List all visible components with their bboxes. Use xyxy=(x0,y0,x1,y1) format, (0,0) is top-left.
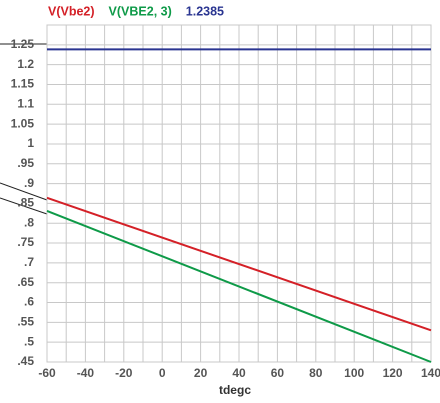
x-tick-label: -20 xyxy=(115,366,133,380)
probe-lead xyxy=(0,197,48,215)
y-tick-label: .75 xyxy=(17,235,34,249)
x-tick-label: 60 xyxy=(271,366,285,380)
x-tick-label: 40 xyxy=(232,366,246,380)
y-tick-label: .9 xyxy=(24,176,34,190)
x-tick-label: 0 xyxy=(159,366,166,380)
probe-lead xyxy=(0,182,48,201)
y-tick-label: .45 xyxy=(17,354,34,368)
y-tick-label: 1 xyxy=(27,136,34,150)
x-tick-label: 80 xyxy=(309,366,323,380)
y-tick-label: .65 xyxy=(17,275,34,289)
y-tick-label: .7 xyxy=(24,255,34,269)
y-tick-label: .95 xyxy=(17,156,34,170)
y-tick-label: 1.15 xyxy=(11,77,35,91)
y-tick-label: .5 xyxy=(24,334,34,348)
y-tick-label: 1.1 xyxy=(17,96,34,110)
y-tick-label: .8 xyxy=(24,215,34,229)
y-tick-label: .85 xyxy=(17,196,34,210)
x-tick-label: 100 xyxy=(344,366,364,380)
y-tick-label: .6 xyxy=(24,295,34,309)
x-tick-label: 120 xyxy=(383,366,403,380)
x-tick-label: -60 xyxy=(38,366,56,380)
y-tick-label: .55 xyxy=(17,315,34,329)
series-line xyxy=(46,196,432,332)
y-tick-label: 1.25 xyxy=(11,37,35,51)
legend-entry: 1.2385 xyxy=(186,4,224,18)
y-tick-label: 1.2 xyxy=(17,57,34,71)
legend-entry: V(Vbe2) xyxy=(48,4,95,18)
plot-border xyxy=(46,24,432,363)
y-tick-label: 1.05 xyxy=(11,116,35,130)
x-tick-label: 140 xyxy=(421,366,440,380)
legend-entry: V(VBE2, 3) xyxy=(109,4,172,18)
x-axis-label: tdegc xyxy=(219,383,251,397)
series-line xyxy=(46,210,432,363)
x-tick-label: -40 xyxy=(77,366,95,380)
x-tick-label: 20 xyxy=(194,366,208,380)
